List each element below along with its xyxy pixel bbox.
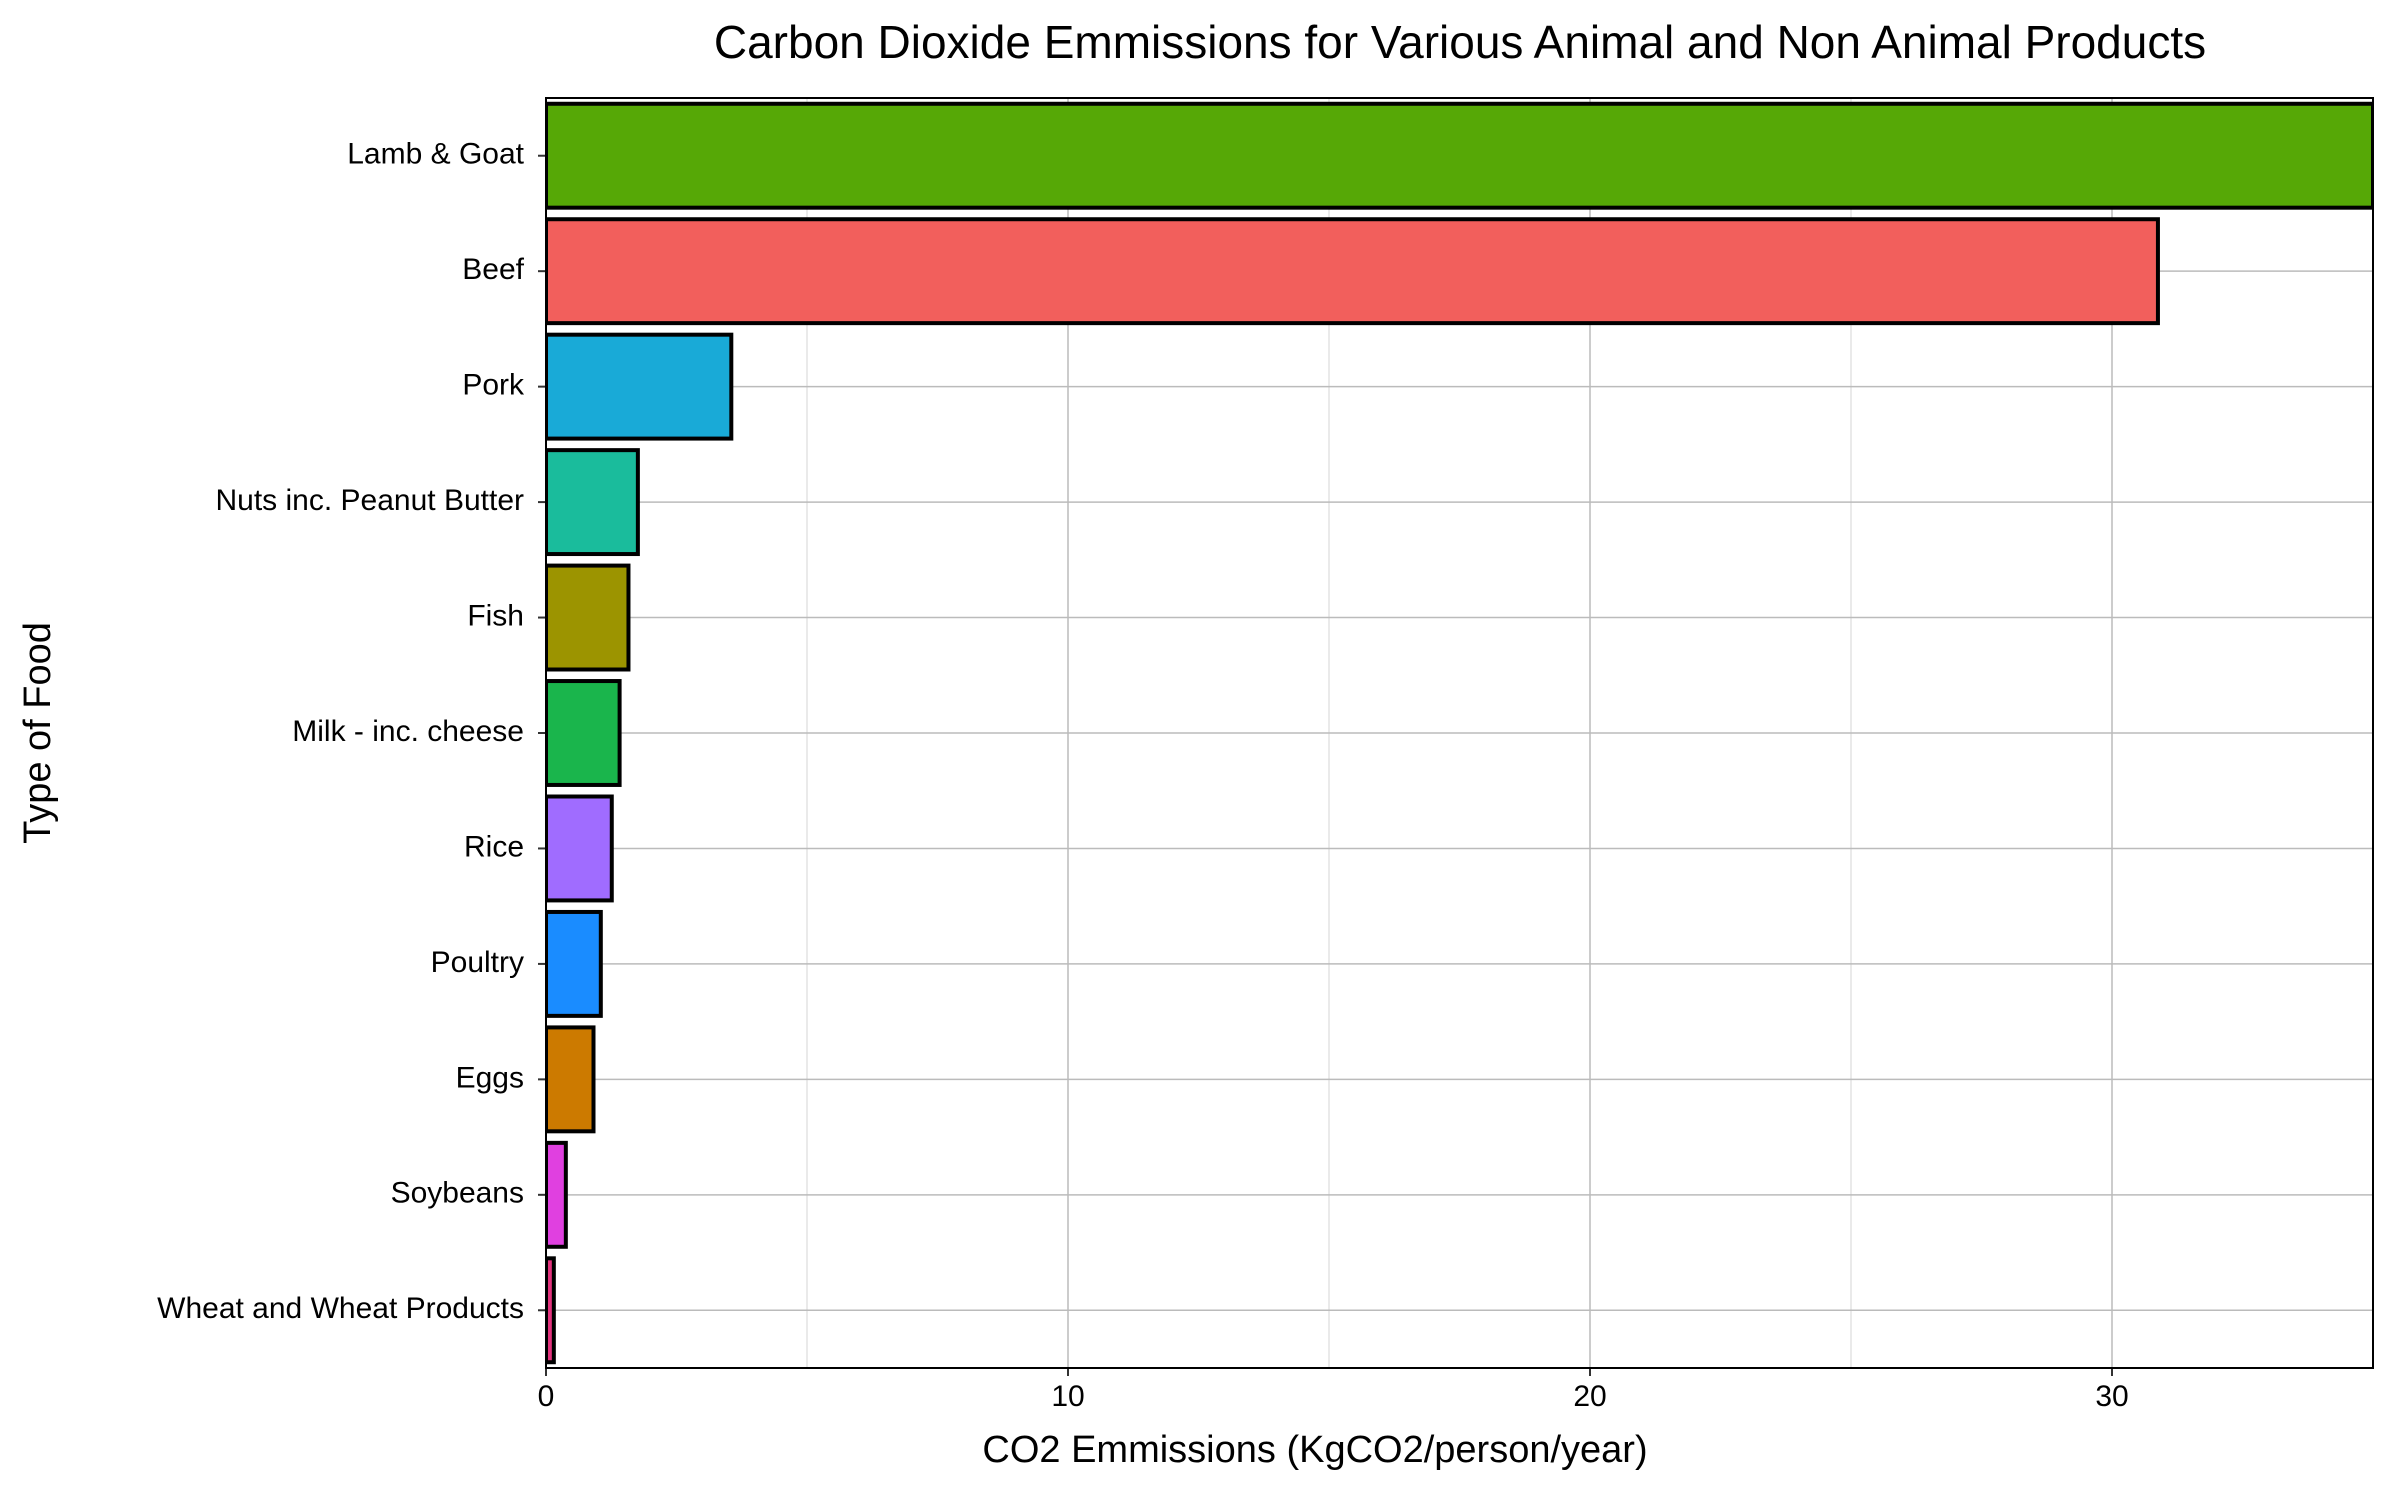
y-tick-label: Soybeans bbox=[391, 1177, 524, 1210]
bar bbox=[546, 1140, 568, 1249]
bar bbox=[546, 563, 631, 672]
bar bbox=[546, 1256, 556, 1365]
chart-title: Carbon Dioxide Emmissions for Various An… bbox=[714, 16, 2206, 68]
y-tick-label: Pork bbox=[462, 369, 525, 402]
y-tick-label: Lamb & Goat bbox=[347, 138, 524, 171]
bar bbox=[546, 794, 614, 903]
y-tick-label: Poultry bbox=[431, 946, 524, 979]
bar bbox=[546, 1025, 596, 1134]
x-tick-label: 0 bbox=[538, 1380, 555, 1413]
y-tick-label: Rice bbox=[464, 830, 524, 863]
bar bbox=[546, 679, 622, 787]
x-axis-title: CO2 Emmissions (KgCO2/person/year) bbox=[982, 1429, 1647, 1471]
bar bbox=[546, 332, 734, 441]
x-tick-label: 20 bbox=[1573, 1380, 1606, 1413]
y-tick-label: Nuts inc. Peanut Butter bbox=[216, 484, 525, 517]
bar bbox=[546, 448, 640, 557]
y-tick-label: Milk - inc. cheese bbox=[292, 715, 524, 748]
y-tick-label: Wheat and Wheat Products bbox=[157, 1292, 524, 1325]
bar bbox=[546, 909, 603, 1018]
plot-border bbox=[545, 97, 2374, 1369]
y-tick-label: Beef bbox=[462, 253, 524, 286]
x-tick-label: 10 bbox=[1051, 1380, 1084, 1413]
y-tick-label: Eggs bbox=[456, 1061, 524, 1094]
bar bbox=[546, 101, 2373, 210]
x-tick-label: 30 bbox=[2095, 1380, 2128, 1413]
y-axis-title: Type of Food bbox=[17, 622, 59, 844]
y-tick-label: Fish bbox=[467, 599, 524, 632]
bar bbox=[546, 217, 2160, 326]
